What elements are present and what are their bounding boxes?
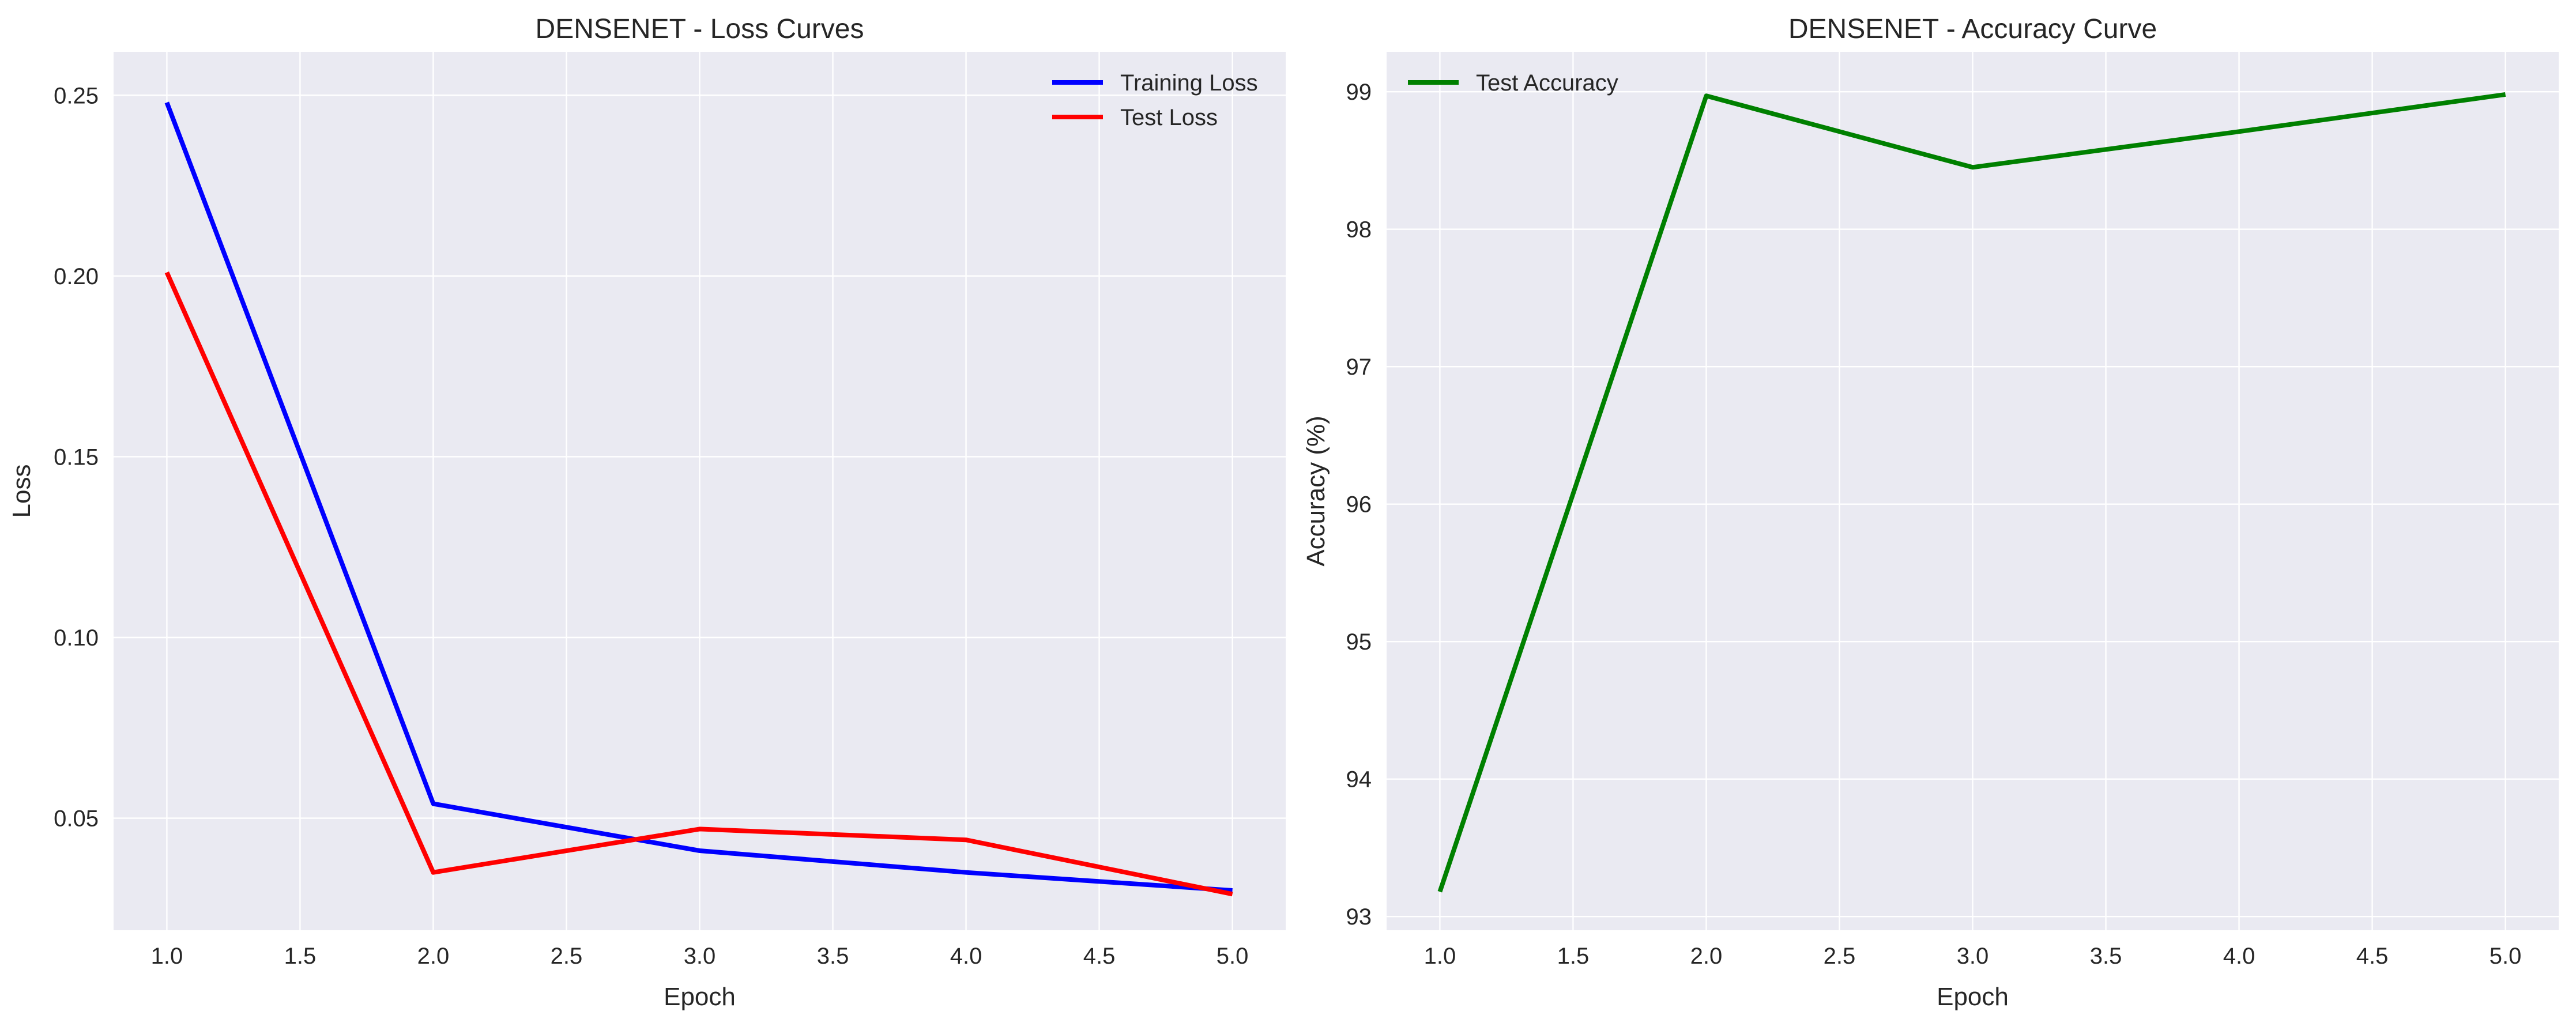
x-tick-label: 2.0 <box>417 943 450 969</box>
loss-series-lines <box>164 101 1233 897</box>
accuracy-series-lines <box>1437 92 2506 893</box>
x-tick-label: 3.0 <box>684 943 716 969</box>
x-tick-label: 2.5 <box>1824 943 1856 969</box>
loss-chart: 1.0 1.5 2.0 2.5 3.0 3.5 4.0 4.5 5.0 0.05 0.10 0.15 0… <box>7 14 1286 1011</box>
y-tick-label: 95 <box>1346 629 1372 655</box>
y-tick-label: 96 <box>1346 492 1372 518</box>
accuracy-gridlines <box>1387 52 2559 930</box>
loss-tick-labels: 1.0 1.5 2.0 2.5 3.0 3.5 4.0 4.5 5.0 0.05 0.10 0.15 0… <box>54 83 1248 969</box>
x-tick-label: 1.0 <box>1424 943 1456 969</box>
y-tick-label: 0.15 <box>54 444 99 470</box>
accuracy-chart-title: DENSENET - Accuracy Curve <box>1788 14 2157 44</box>
y-tick-label: 94 <box>1346 767 1372 792</box>
x-tick-label: 4.5 <box>1083 943 1116 969</box>
x-tick-label: 5.0 <box>2490 943 2522 969</box>
x-tick-label: 4.5 <box>2356 943 2389 969</box>
test-accuracy-line <box>1437 92 2506 893</box>
y-tick-label: 0.10 <box>54 625 99 651</box>
accuracy-y-axis-label: Accuracy (%) <box>1302 416 1330 567</box>
test-accuracy-legend-label: Test Accuracy <box>1476 70 1618 96</box>
accuracy-x-axis-label: Epoch <box>1937 983 2009 1011</box>
x-tick-label: 4.0 <box>2223 943 2255 969</box>
y-tick-label: 0.05 <box>54 806 99 832</box>
accuracy-tick-labels: 1.0 1.5 2.0 2.5 3.0 3.5 4.0 4.5 5.0 93 94 95 96 97 98 9… <box>1346 80 2522 969</box>
x-tick-label: 5.0 <box>1217 943 1249 969</box>
y-tick-label: 0.20 <box>54 264 99 289</box>
y-tick-label: 99 <box>1346 80 1372 105</box>
y-tick-label: 93 <box>1346 904 1372 930</box>
y-tick-label: 97 <box>1346 354 1372 380</box>
test-loss-line <box>164 271 1233 897</box>
x-tick-label: 3.0 <box>1957 943 1989 969</box>
x-tick-label: 2.0 <box>1690 943 1723 969</box>
x-tick-label: 4.0 <box>950 943 982 969</box>
x-tick-label: 1.5 <box>284 943 317 969</box>
y-tick-label: 98 <box>1346 217 1372 243</box>
x-tick-label: 3.5 <box>2090 943 2122 969</box>
loss-x-axis-label: Epoch <box>664 983 736 1011</box>
x-tick-label: 1.5 <box>1557 943 1590 969</box>
x-tick-label: 1.0 <box>151 943 183 969</box>
training-loss-line <box>164 101 1233 893</box>
accuracy-legend: Test Accuracy <box>1408 70 1618 96</box>
training-loss-legend-label: Training Loss <box>1120 70 1258 96</box>
accuracy-chart: 1.0 1.5 2.0 2.5 3.0 3.5 4.0 4.5 5.0 93 94 95 96 97 98 9… <box>1302 14 2559 1011</box>
loss-legend: Training Loss Test Loss <box>1052 70 1258 130</box>
test-loss-legend-label: Test Loss <box>1120 105 1218 130</box>
y-tick-label: 0.25 <box>54 83 99 108</box>
loss-y-axis-label: Loss <box>7 465 36 518</box>
x-tick-label: 2.5 <box>551 943 583 969</box>
x-tick-label: 3.5 <box>817 943 849 969</box>
loss-gridlines <box>114 52 1286 930</box>
loss-chart-title: DENSENET - Loss Curves <box>536 14 864 44</box>
